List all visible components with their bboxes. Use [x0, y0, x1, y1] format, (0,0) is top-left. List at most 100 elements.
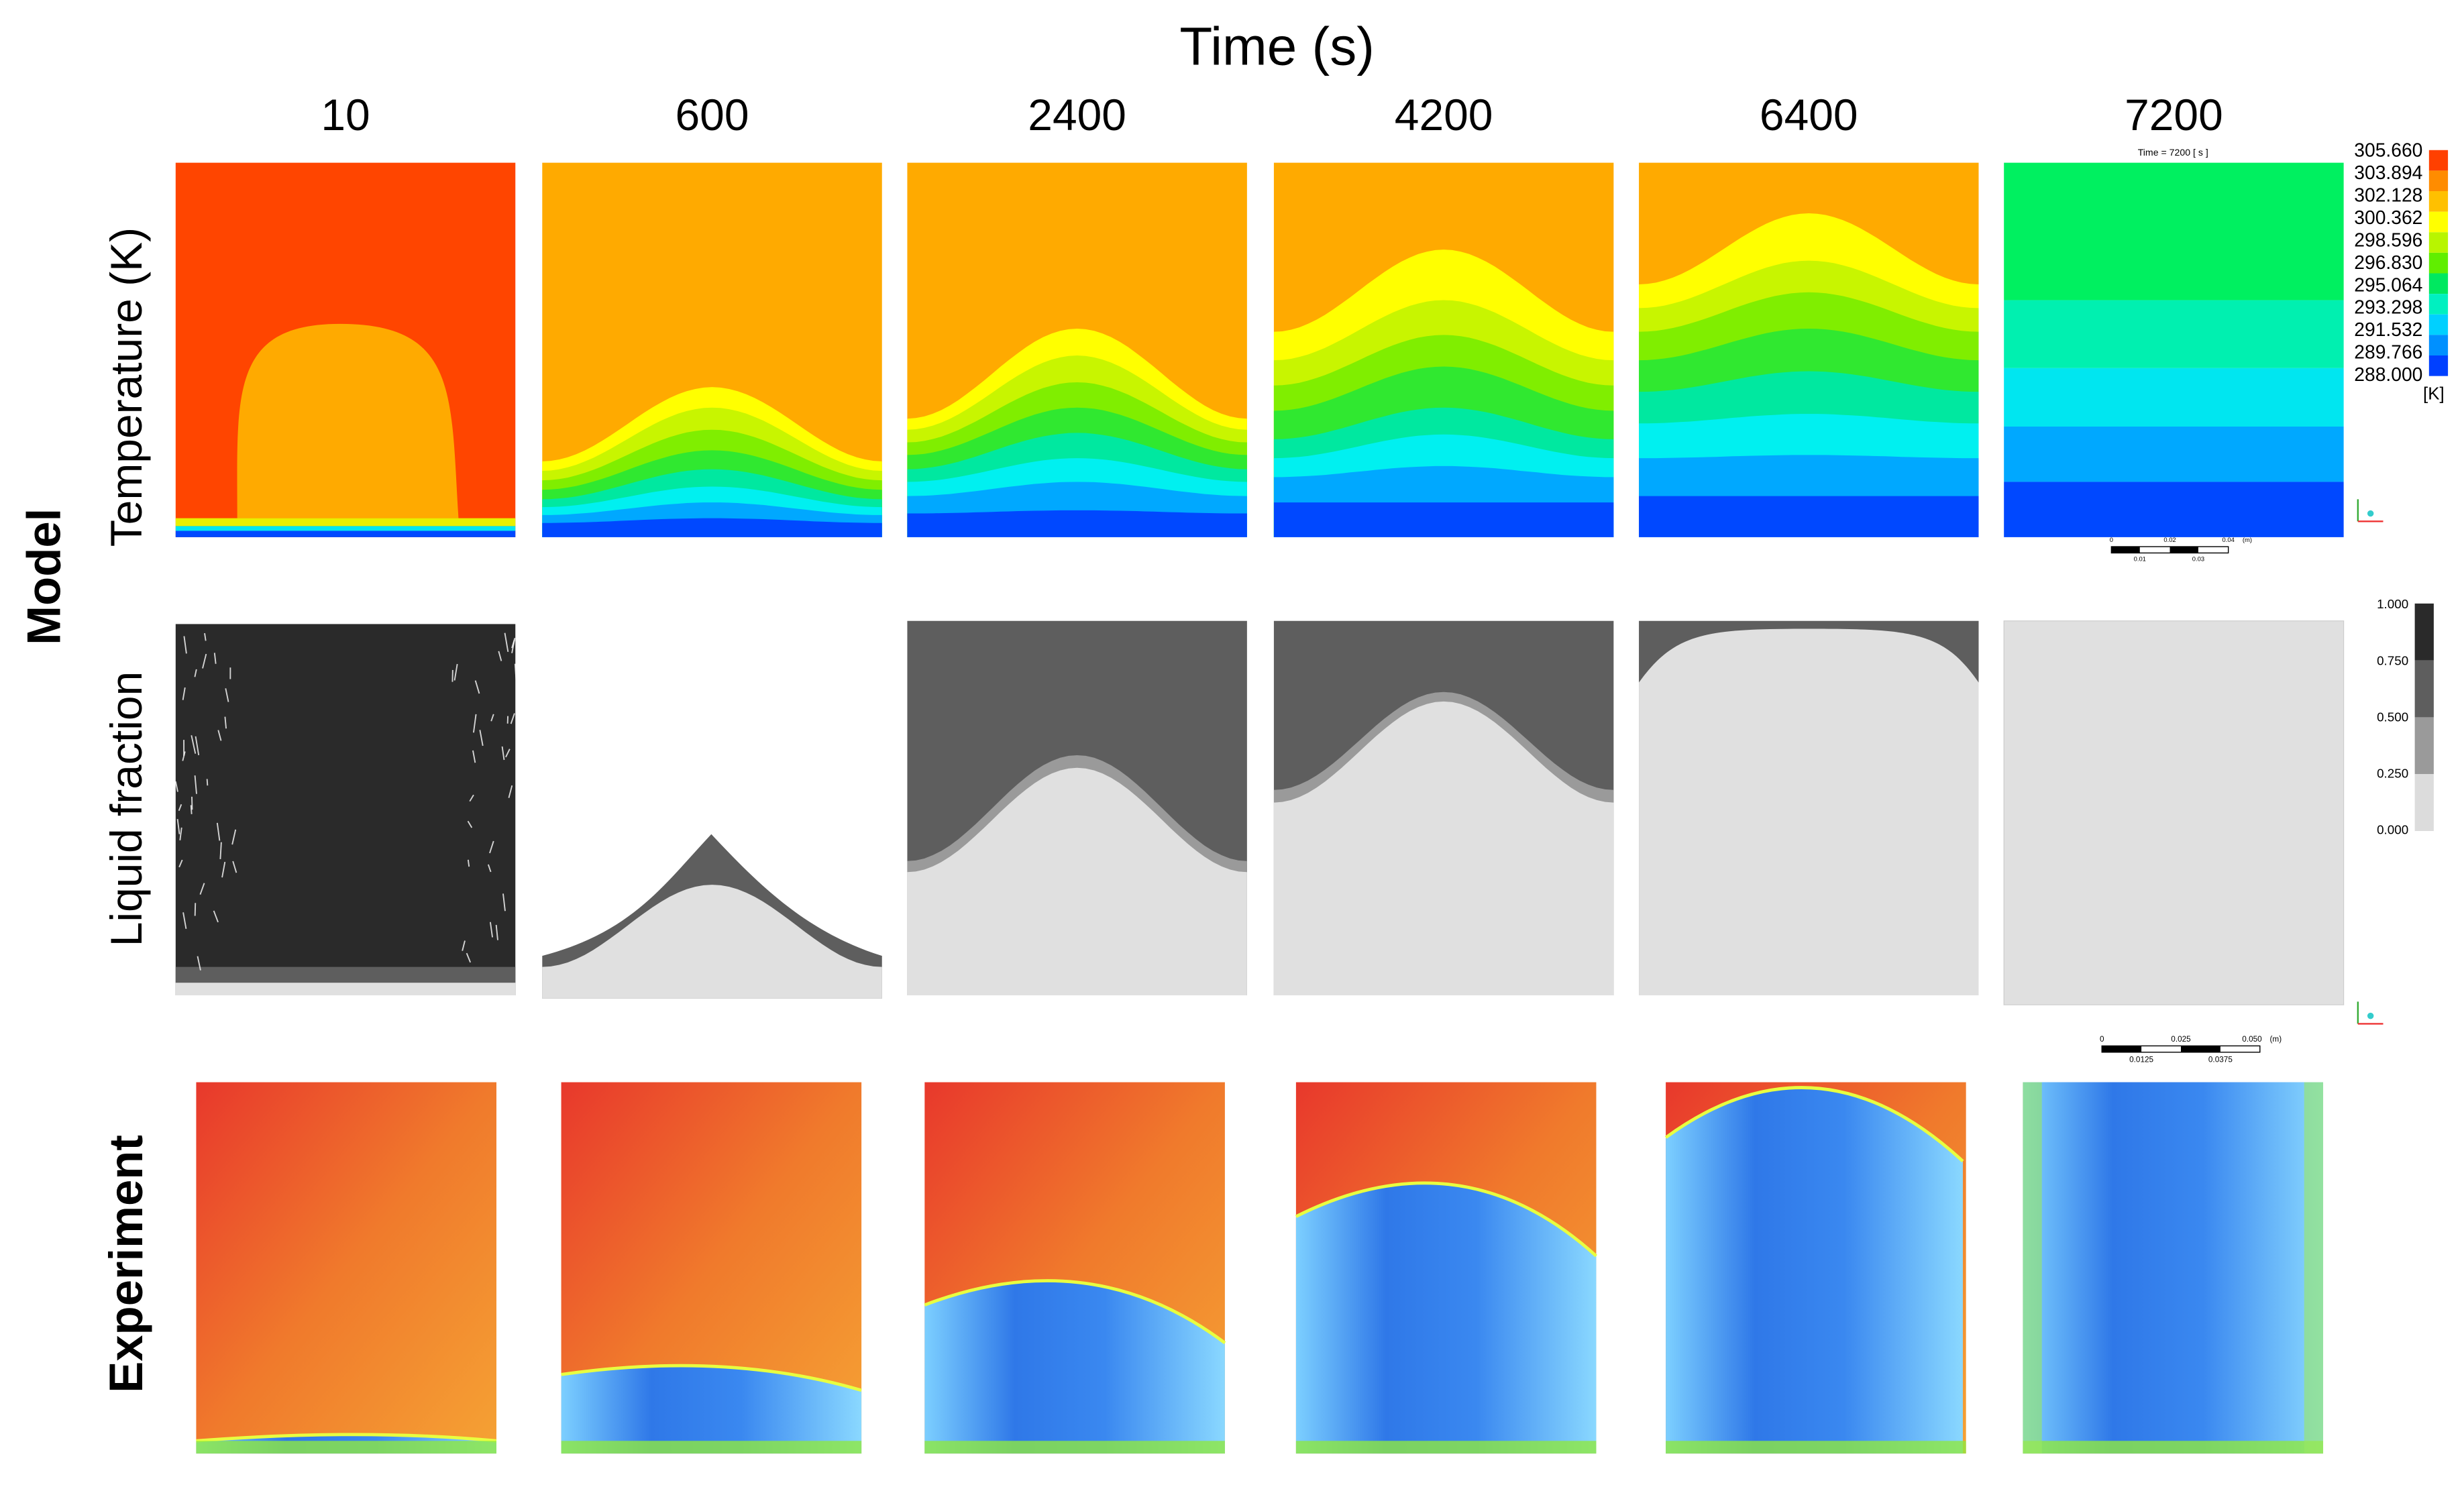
flow-streak: [834, 647, 837, 660]
scale-bar: [2181, 1046, 2220, 1052]
label: 0.000: [2377, 823, 2408, 837]
flow-streak: [213, 910, 219, 923]
flow-streak: [501, 746, 505, 761]
label: 0: [2100, 1035, 2104, 1044]
melt-region: [2023, 1082, 2042, 1454]
flow-streak: [573, 730, 578, 748]
label: 0.050: [2242, 1035, 2262, 1044]
flow-streak: [598, 835, 600, 854]
flow-streak: [221, 861, 226, 878]
flow-streak: [550, 745, 556, 762]
flow-streak: [567, 756, 574, 773]
flow-streak: [873, 713, 877, 730]
melt-region: [924, 1441, 1225, 1454]
flow-streak: [564, 655, 570, 666]
flow-streak: [472, 750, 476, 763]
flow-streak: [219, 842, 222, 859]
melt-region: [1295, 1182, 1597, 1454]
label: 0.02: [2163, 536, 2176, 543]
flow-streak: [848, 790, 851, 801]
label: Temperature (K): [101, 227, 151, 547]
label: Time = 7200 [ s ]: [2138, 147, 2208, 158]
flow-streak: [837, 672, 842, 685]
label: (m): [2243, 536, 2252, 543]
label: Model: [17, 508, 70, 645]
melt-front: [1664, 1086, 1964, 1163]
liquid-region: [175, 983, 516, 995]
flow-streak: [467, 859, 470, 867]
label: 291.532: [2354, 319, 2422, 340]
flow-streak: [853, 745, 855, 763]
flow-streak: [231, 829, 237, 845]
flow-streak: [588, 723, 594, 738]
flow-streak: [851, 763, 855, 773]
melt-front: [196, 1433, 497, 1443]
flow-streak: [588, 733, 594, 749]
flow-streak: [213, 653, 217, 664]
colorbar-band: [2428, 355, 2449, 376]
temp-region: [907, 510, 1247, 537]
axis-z: [2367, 1012, 2374, 1019]
flow-streak: [574, 666, 579, 679]
flow-streak: [544, 755, 548, 771]
label: 298.596: [2354, 229, 2422, 250]
flow-streak: [469, 794, 474, 802]
label: 302.128: [2354, 184, 2422, 205]
melt-region: [2023, 1441, 2324, 1454]
scale-bar: [2111, 547, 2140, 553]
label: 0: [2110, 536, 2113, 543]
flow-streak: [183, 636, 187, 654]
melt-region: [2304, 1082, 2324, 1454]
flow-streak: [190, 805, 193, 814]
label: 288.000: [2354, 364, 2422, 385]
label: 0.025: [2171, 1035, 2191, 1044]
flow-streak: [565, 785, 569, 792]
label: Time (s): [1179, 17, 1375, 76]
flow-streak: [544, 687, 547, 695]
flow-streak: [855, 781, 859, 798]
colorbar-band: [2414, 603, 2434, 661]
flow-streak: [474, 680, 480, 694]
liquid-panel: [2003, 620, 2345, 1005]
flow-streak: [467, 820, 473, 828]
label: 0.250: [2377, 766, 2408, 780]
label: 0.03: [2192, 555, 2204, 562]
flow-streak: [216, 822, 221, 841]
flow-streak: [563, 701, 568, 714]
label: 2400: [1028, 90, 1126, 140]
melt-region: [2023, 1082, 2324, 1454]
flow-streak: [232, 861, 237, 873]
label: 4200: [1395, 90, 1493, 140]
liquid-region: [1639, 628, 1979, 995]
melt-front: [924, 1279, 1226, 1345]
flow-streak: [855, 667, 860, 683]
colorbar-band: [2414, 717, 2434, 775]
colorbar-band: [2428, 170, 2449, 192]
flow-streak: [206, 779, 209, 786]
flow-streak: [453, 663, 458, 681]
flow-streak: [570, 726, 576, 745]
label: 303.894: [2354, 162, 2422, 183]
flow-streak: [851, 702, 854, 714]
colorbar-band: [2428, 335, 2449, 355]
flow-streak: [176, 818, 180, 834]
flow-streak: [842, 657, 847, 671]
flow-streak: [826, 755, 832, 765]
flow-streak: [174, 781, 178, 792]
temp-region: [2004, 368, 2344, 427]
flow-streak: [564, 808, 566, 816]
colorbar-band: [2428, 294, 2449, 315]
axis-z: [2367, 510, 2374, 517]
flow-streak: [489, 840, 494, 854]
colorbar-band: [2428, 252, 2449, 274]
flow-streak: [581, 897, 587, 910]
flow-streak: [508, 785, 513, 798]
experiment-panel: [196, 1082, 496, 1454]
flow-streak: [195, 736, 200, 756]
label: 600: [676, 90, 749, 140]
flow-streak: [588, 769, 590, 787]
flow-streak: [179, 827, 182, 840]
flow-streak: [182, 751, 186, 761]
